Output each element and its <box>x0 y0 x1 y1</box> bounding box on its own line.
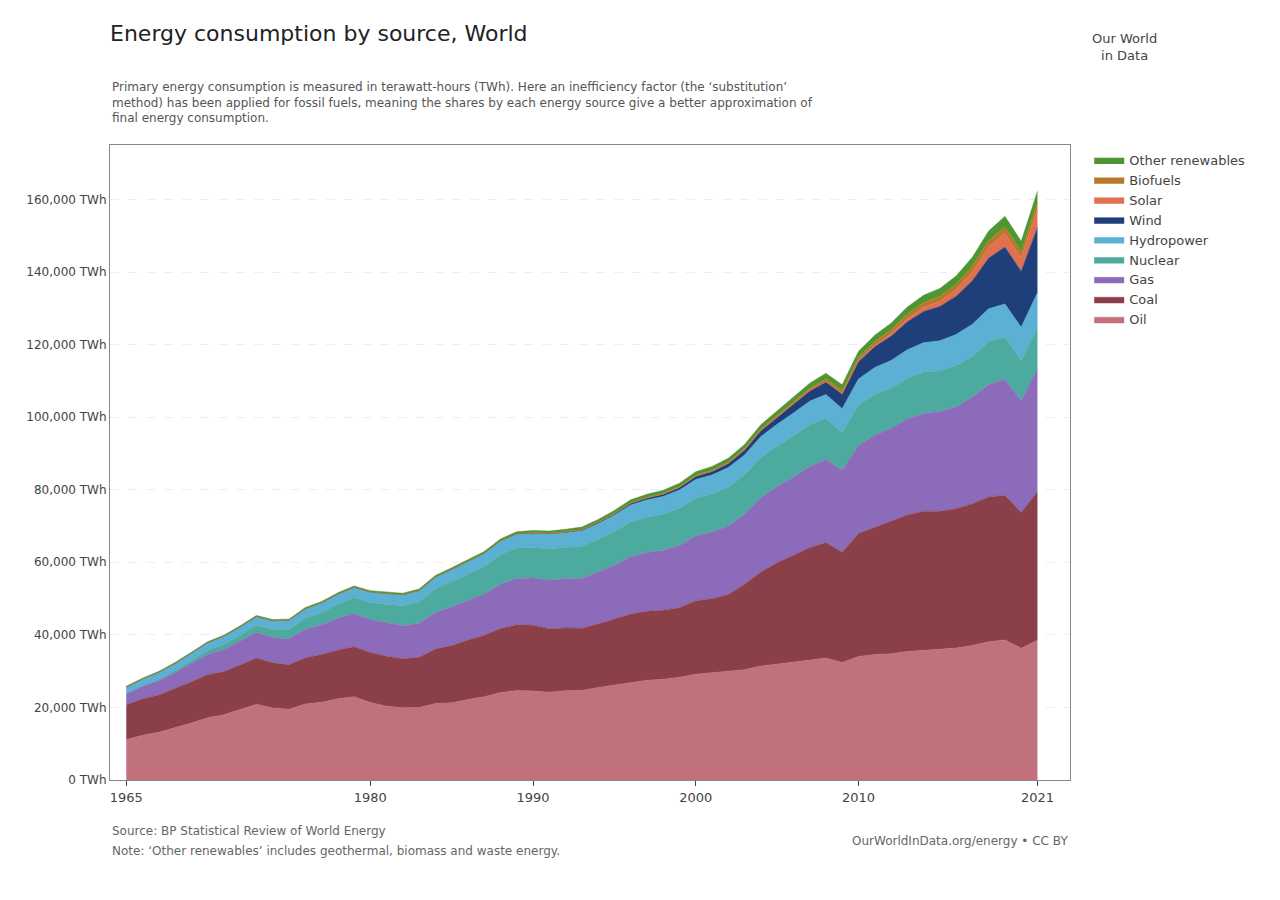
svg-text:Primary energy consumption is: Primary energy consumption is measured i… <box>112 80 813 125</box>
svg-text:2010: 2010 <box>842 790 875 805</box>
svg-text:Nuclear: Nuclear <box>1129 253 1180 268</box>
svg-text:Note: ‘Other renewables’ inclu: Note: ‘Other renewables’ includes geothe… <box>112 844 560 858</box>
svg-text:Other renewables: Other renewables <box>1129 153 1245 168</box>
svg-text:160,000 TWh: 160,000 TWh <box>26 193 106 207</box>
svg-text:Hydropower: Hydropower <box>1129 233 1209 248</box>
svg-text:Solar: Solar <box>1129 193 1163 208</box>
svg-text:1965: 1965 <box>110 790 143 805</box>
svg-text:1990: 1990 <box>517 790 550 805</box>
svg-text:0 TWh: 0 TWh <box>68 773 106 787</box>
svg-text:20,000 TWh: 20,000 TWh <box>34 701 107 715</box>
svg-text:40,000 TWh: 40,000 TWh <box>34 628 107 642</box>
svg-text:100,000 TWh: 100,000 TWh <box>26 410 106 424</box>
svg-text:Coal: Coal <box>1129 292 1158 307</box>
svg-text:60,000 TWh: 60,000 TWh <box>34 555 107 569</box>
svg-text:120,000 TWh: 120,000 TWh <box>26 338 106 352</box>
svg-text:Wind: Wind <box>1129 213 1162 228</box>
svg-text:2021: 2021 <box>1021 790 1054 805</box>
svg-text:Energy consumption by source,: Energy consumption by source, World <box>110 21 528 46</box>
svg-text:Oil: Oil <box>1129 312 1146 327</box>
svg-text:140,000 TWh: 140,000 TWh <box>26 265 106 279</box>
svg-text:Gas: Gas <box>1129 272 1154 287</box>
svg-text:Source: BP Statistical Review: Source: BP Statistical Review of World E… <box>112 824 386 838</box>
svg-text:OurWorldInData.org/energy • CC: OurWorldInData.org/energy • CC BY <box>852 834 1068 848</box>
svg-text:2000: 2000 <box>679 790 712 805</box>
svg-text:Our Worldin Data: Our Worldin Data <box>1092 31 1157 63</box>
svg-text:80,000 TWh: 80,000 TWh <box>34 483 107 497</box>
svg-text:Biofuels: Biofuels <box>1129 173 1181 188</box>
svg-text:1980: 1980 <box>354 790 387 805</box>
